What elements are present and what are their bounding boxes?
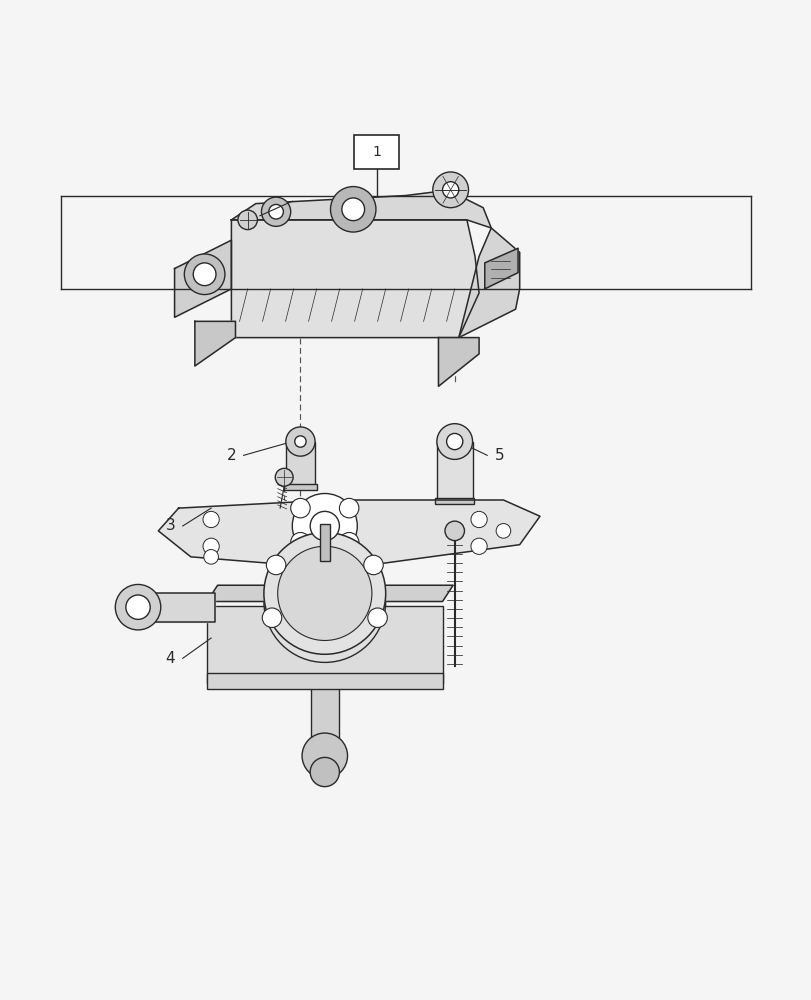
Circle shape (115, 584, 161, 630)
Circle shape (285, 427, 315, 456)
Circle shape (339, 498, 358, 518)
Circle shape (264, 541, 385, 662)
Circle shape (363, 555, 383, 575)
Circle shape (442, 182, 458, 198)
Text: 5: 5 (494, 448, 504, 463)
Bar (207, 673, 442, 689)
Circle shape (290, 498, 310, 518)
Polygon shape (231, 191, 491, 228)
Circle shape (367, 608, 387, 627)
Circle shape (268, 204, 283, 219)
Bar (435, 498, 474, 504)
Circle shape (238, 210, 257, 230)
Polygon shape (458, 228, 519, 338)
Polygon shape (158, 500, 539, 569)
Circle shape (290, 532, 310, 552)
Circle shape (280, 557, 369, 646)
Bar (354, 135, 399, 169)
Circle shape (193, 263, 216, 286)
Text: 2: 2 (226, 448, 236, 463)
Circle shape (446, 433, 462, 450)
Text: 3: 3 (165, 518, 175, 533)
Circle shape (203, 538, 219, 554)
Bar (285, 442, 315, 486)
Circle shape (470, 538, 487, 554)
Circle shape (470, 511, 487, 528)
Circle shape (204, 550, 218, 564)
Polygon shape (207, 585, 453, 601)
Bar (320, 524, 329, 561)
Bar (284, 484, 316, 490)
Circle shape (339, 532, 358, 552)
Bar (207, 606, 442, 683)
Circle shape (496, 524, 510, 538)
Circle shape (330, 187, 375, 232)
Circle shape (266, 555, 285, 575)
Circle shape (436, 424, 472, 459)
Polygon shape (438, 338, 478, 386)
Text: 1: 1 (372, 145, 380, 159)
Polygon shape (174, 240, 231, 317)
Circle shape (277, 546, 371, 640)
Circle shape (341, 198, 364, 221)
Polygon shape (138, 593, 215, 622)
Polygon shape (231, 220, 478, 338)
Circle shape (262, 608, 281, 627)
Polygon shape (195, 321, 235, 366)
Circle shape (203, 511, 219, 528)
Circle shape (432, 172, 468, 208)
Circle shape (302, 733, 347, 779)
Circle shape (275, 468, 293, 486)
Polygon shape (484, 248, 517, 289)
Circle shape (292, 494, 357, 558)
Bar (436, 442, 472, 500)
Circle shape (444, 521, 464, 541)
Circle shape (126, 595, 150, 619)
Circle shape (310, 511, 339, 541)
Circle shape (310, 757, 339, 787)
Circle shape (294, 436, 306, 447)
Circle shape (184, 254, 225, 295)
Text: 4: 4 (165, 651, 175, 666)
Circle shape (261, 197, 290, 226)
Bar (311, 683, 338, 752)
Circle shape (264, 532, 385, 654)
